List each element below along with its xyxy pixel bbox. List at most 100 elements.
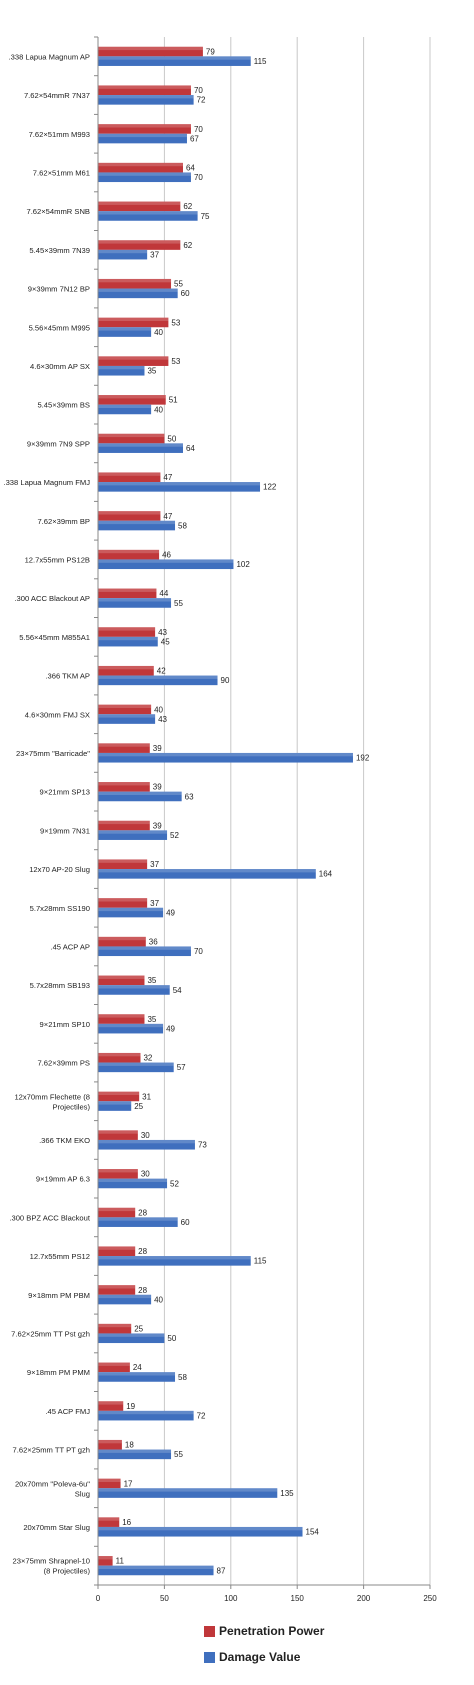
value-label-damage: 45 [161, 637, 170, 646]
category-label: 9×19mm 7N31 [40, 826, 90, 835]
category-label: 12.7x55mm PS12 [30, 1252, 90, 1261]
bar-damage-value [98, 443, 183, 453]
bar-highlight [98, 288, 178, 292]
bar-penetration-power [98, 395, 166, 405]
value-label-damage: 154 [306, 1528, 320, 1537]
bar-penetration-power [98, 1401, 124, 1411]
bar-highlight [98, 1372, 176, 1376]
bar-damage-value [98, 172, 191, 183]
value-label-damage: 49 [166, 1024, 175, 1033]
x-tick-label: 200 [357, 1594, 371, 1603]
bar-highlight [98, 559, 234, 563]
value-label-penetration: 25 [134, 1324, 143, 1333]
value-label-penetration: 31 [142, 1092, 151, 1101]
category-label: 7.62×39mm PS [37, 1059, 90, 1068]
value-label-penetration: 47 [163, 512, 172, 521]
bar-highlight [98, 1333, 165, 1337]
value-label-damage: 72 [197, 96, 206, 105]
category-label: 7.62×25mm TT PT gzh [13, 1446, 90, 1455]
bar-penetration-power [98, 898, 148, 908]
value-label-penetration: 70 [194, 86, 203, 95]
legend-label-damage: Damage Value [219, 1650, 301, 1664]
bar-penetration-power [98, 1169, 138, 1179]
bar-highlight [98, 665, 154, 670]
bar-highlight [98, 1526, 303, 1531]
value-label-penetration: 39 [153, 821, 162, 830]
category-label: .338 Lapua Magnum AP [9, 52, 90, 61]
category-label: 9×18mm PM PMM [27, 1368, 90, 1377]
value-label-damage: 40 [154, 1295, 163, 1304]
category-label: 5.56×45mm M855A1 [19, 633, 90, 642]
bar-highlight [98, 482, 261, 486]
bar-highlight [98, 95, 194, 99]
bar-damage-value [98, 327, 152, 337]
category-label: 9×21mm SP10 [40, 1020, 90, 1029]
value-label-damage: 164 [319, 870, 333, 879]
category-label: 9×21mm SP13 [40, 788, 90, 797]
value-label-damage: 52 [170, 831, 179, 840]
category-label: 9×19mm AP 6.3 [36, 1175, 90, 1184]
bar-highlight [98, 1449, 172, 1453]
bar-highlight [98, 1169, 138, 1173]
bar-damage-value [98, 907, 164, 918]
value-label-damage: 70 [194, 947, 203, 956]
bar-damage-value [98, 95, 194, 105]
value-label-damage: 63 [185, 792, 194, 801]
x-tick-label: 100 [224, 1594, 238, 1603]
bar-highlight [98, 520, 176, 525]
bar-penetration-power [98, 549, 160, 560]
bar-damage-value [98, 1294, 152, 1305]
bar-damage-value [98, 520, 176, 531]
bar-damage-value [98, 482, 261, 492]
category-label: 5.45×39mm BS [37, 401, 90, 410]
value-label-damage: 49 [166, 908, 175, 917]
bar-highlight [98, 365, 145, 370]
value-label-damage: 60 [181, 1218, 190, 1227]
category-label: .300 BPZ ACC Blackout [9, 1213, 91, 1222]
bar-damage-value [98, 1217, 178, 1227]
bar-penetration-power [98, 85, 191, 96]
bar-damage-value [98, 1333, 165, 1344]
bar-highlight [98, 820, 150, 825]
bar-damage-value [98, 985, 170, 995]
value-label-damage: 40 [154, 328, 163, 337]
category-label: 5.45×39mm 7N39 [29, 246, 90, 255]
value-label-damage: 70 [194, 173, 203, 182]
bar-damage-value [98, 752, 353, 763]
x-tick-label: 150 [291, 1594, 305, 1603]
bar-highlight [98, 1401, 124, 1405]
value-label-damage: 60 [181, 289, 190, 298]
bar-penetration-power [98, 1130, 138, 1140]
bar-penetration-power [98, 820, 150, 831]
bar-highlight [98, 56, 251, 60]
value-label-penetration: 42 [157, 667, 166, 676]
value-label-damage: 50 [167, 1334, 176, 1343]
value-label-damage: 35 [147, 367, 156, 376]
category-label: 12.7x55mm PS12B [25, 555, 90, 564]
bar-damage-value [98, 1410, 194, 1421]
bar-damage-value [98, 211, 198, 221]
value-label-damage: 87 [217, 1566, 226, 1575]
bar-damage-value [98, 133, 187, 144]
bar-highlight [98, 85, 191, 89]
bar-penetration-power [98, 1091, 140, 1102]
bar-highlight [98, 627, 156, 631]
bar-highlight [98, 1139, 195, 1144]
bar-highlight [98, 752, 353, 757]
category-label: .300 ACC Blackout AP [14, 594, 90, 603]
bar-highlight [98, 162, 183, 167]
category-label: 7.62×51mm M993 [29, 130, 90, 139]
bar-penetration-power [98, 1014, 145, 1024]
bar-highlight [98, 1217, 178, 1221]
bar-highlight [98, 1130, 138, 1134]
value-label-penetration: 18 [125, 1441, 134, 1450]
category-label: 12x70mm Flechette (8 Projectiles) [14, 1092, 90, 1111]
bar-highlight [98, 240, 181, 244]
value-label-penetration: 62 [183, 241, 192, 250]
bar-highlight [98, 46, 203, 51]
value-label-damage: 58 [178, 1373, 187, 1382]
value-label-penetration: 19 [126, 1402, 135, 1411]
bar-highlight [98, 675, 218, 679]
bar-highlight [98, 1207, 136, 1212]
